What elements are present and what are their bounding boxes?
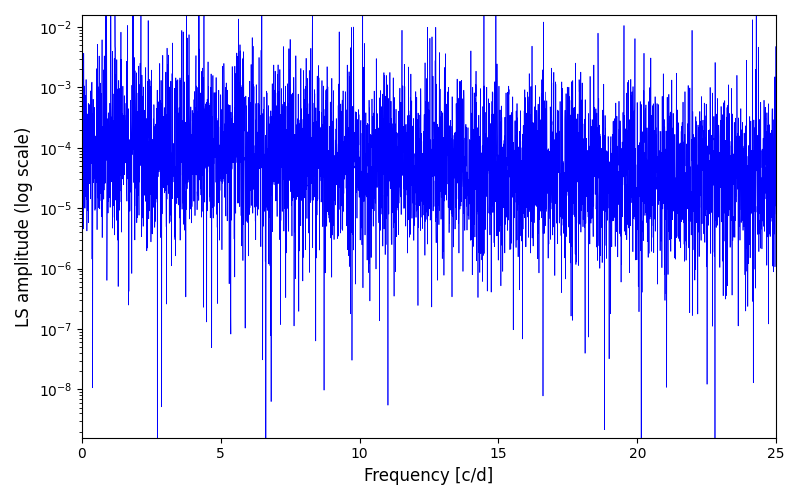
Y-axis label: LS amplitude (log scale): LS amplitude (log scale) [15, 126, 33, 326]
X-axis label: Frequency [c/d]: Frequency [c/d] [364, 467, 494, 485]
